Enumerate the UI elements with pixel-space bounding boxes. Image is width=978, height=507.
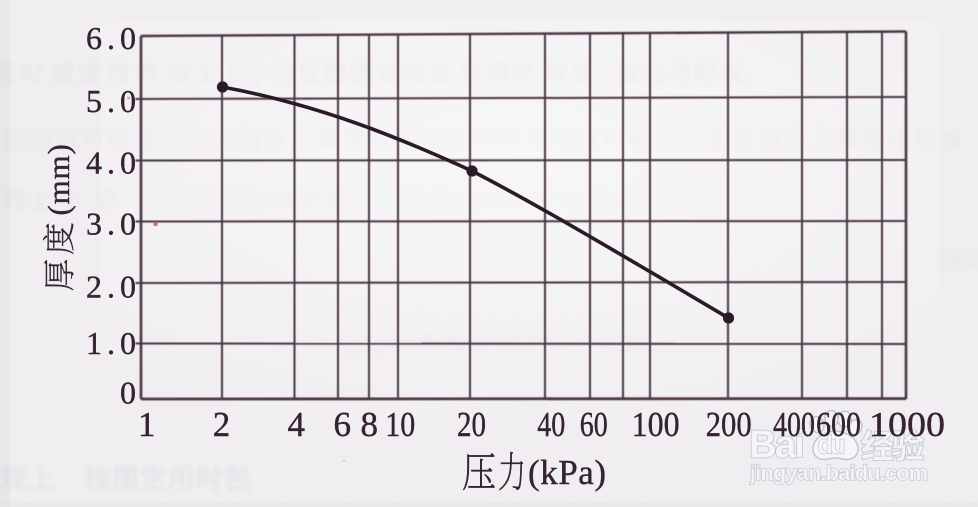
svg-text:20: 20 [457, 405, 486, 444]
svg-text:1000: 1000 [869, 405, 945, 444]
svg-text:100: 100 [632, 405, 680, 444]
svg-text:5.0: 5.0 [86, 83, 141, 119]
svg-text:2.0: 2.0 [86, 269, 141, 305]
svg-text:1: 1 [138, 405, 156, 444]
svg-text:6: 6 [333, 405, 351, 444]
svg-text:10: 10 [385, 405, 415, 444]
svg-text:4: 4 [287, 405, 305, 444]
svg-text:3.0: 3.0 [86, 206, 141, 242]
svg-text:(kPa): (kPa) [528, 453, 606, 492]
svg-text:60: 60 [580, 405, 608, 444]
svg-text:Bai: Bai [749, 424, 805, 467]
svg-text:600: 600 [816, 405, 861, 444]
svg-text:6.0: 6.0 [86, 20, 141, 56]
svg-text:du: du [818, 432, 846, 460]
svg-text:40: 40 [537, 405, 565, 444]
svg-text:4.0: 4.0 [86, 145, 141, 181]
svg-text:0: 0 [120, 374, 141, 410]
svg-text:1.0: 1.0 [86, 325, 141, 361]
svg-text:8: 8 [361, 405, 379, 444]
svg-text:2: 2 [213, 405, 231, 444]
svg-text:400: 400 [773, 405, 815, 444]
svg-text:(mm): (mm) [41, 143, 76, 215]
svg-text:200: 200 [706, 405, 752, 444]
svg-text:jingyan.baidu.com: jingyan.baidu.com [749, 461, 928, 485]
